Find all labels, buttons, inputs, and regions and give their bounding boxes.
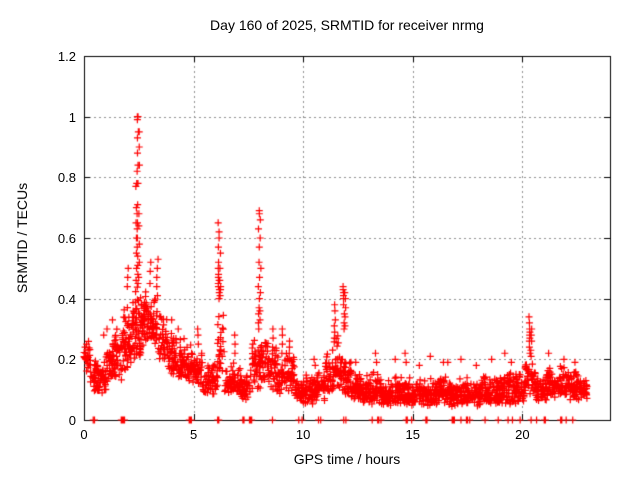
chart-title: Day 160 of 2025, SRMTID for receiver nrm…	[210, 17, 484, 33]
x-tick-label: 10	[295, 427, 311, 442]
y-tick-label: 0.6	[57, 231, 76, 246]
y-tick-label: 0.4	[57, 291, 76, 307]
y-tick-label: 0.2	[57, 352, 76, 368]
x-tick-label: 15	[405, 427, 420, 442]
x-axis-label: GPS time / hours	[293, 451, 401, 467]
x-tick-label: 5	[189, 427, 198, 442]
x-tick-label: 0	[80, 427, 88, 442]
y-tick-label: 0	[68, 413, 76, 428]
y-tick-label: 0.8	[57, 170, 76, 186]
y-tick-label: 1	[68, 109, 76, 125]
x-tick-label: 20	[515, 427, 530, 442]
y-tick-label: 1.2	[57, 49, 76, 64]
